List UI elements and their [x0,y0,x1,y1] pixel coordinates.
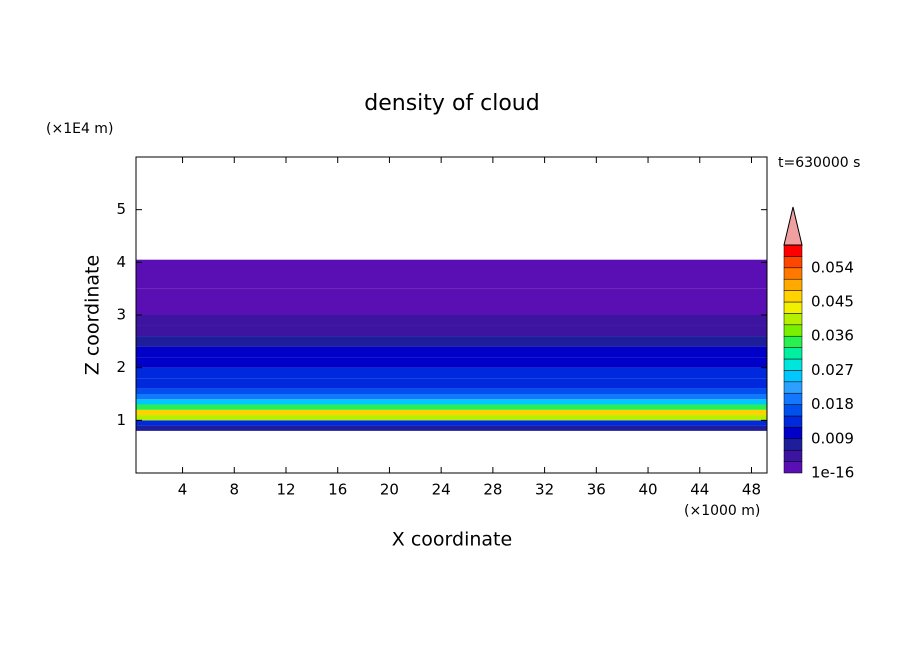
colorbar-label: 1e-16 [811,464,854,482]
colorbar-swatch [783,358,803,371]
colorbar-swatch [783,256,803,269]
x-tick-label: 4 [178,481,188,499]
contour-band [136,315,767,326]
contour-band [136,288,767,315]
colorbar-extend [783,206,803,246]
contour-band [136,336,767,347]
x-unit: (×1000 m) [684,503,760,519]
colorbar-label: 0.027 [811,361,854,379]
colorbar-swatch [783,313,803,326]
x-tick-label: 16 [328,481,347,499]
x-tick-label: 40 [638,481,657,499]
contour-band [136,325,767,337]
y-tick-label: 5 [116,200,126,218]
colorbar-swatch [783,370,803,383]
colorbar-swatch [783,392,803,405]
x-tick-label: 8 [229,481,239,499]
contour-band [136,420,767,426]
contour-band [136,357,767,368]
colorbar-swatch [783,347,803,360]
y-tick-label: 4 [116,253,126,271]
colorbar-label: 0.045 [811,293,854,311]
colorbar-label: 0.054 [811,258,854,276]
y-unit: (×1E4 m) [46,121,113,137]
x-tick-label: 36 [587,481,606,499]
colorbar-label: 0.018 [811,395,854,413]
y-tick-label: 2 [116,358,126,376]
colorbar-label: 0.036 [811,327,854,345]
colorbar-swatch [783,244,803,257]
contour-band [136,404,767,410]
x-tick-label: 32 [535,481,554,499]
colorbar-swatch [783,415,803,428]
contour-band [136,399,767,405]
x-axis-label: X coordinate [392,529,512,551]
x-tick-label: 28 [483,481,502,499]
contour-band [136,378,767,389]
x-tick-label: 20 [380,481,399,499]
colorbar-swatch [783,461,803,474]
colorbar-swatch [783,290,803,303]
colorbar-swatch [783,278,803,291]
colorbar-swatch [783,335,803,348]
x-tick-label: 48 [742,481,761,499]
colorbar-swatch [783,404,803,417]
y-tick-label: 3 [116,306,126,324]
x-tick-label: 12 [276,481,295,499]
x-tick-label: 44 [690,481,709,499]
colorbar-label: 0.009 [811,429,854,447]
colorbar-swatch [783,449,803,462]
colorbar-swatch [783,381,803,394]
contour-band [136,259,767,289]
colorbar-swatch [783,301,803,314]
colorbar-swatch [783,267,803,280]
contour-band [136,425,767,431]
contour-band [136,388,767,394]
colorbar-swatch [783,324,803,337]
y-tick-label: 1 [116,411,126,429]
colorbar-swatch [783,438,803,451]
colorbar-swatch [783,427,803,440]
contour-band [136,409,767,416]
x-tick-label: 24 [432,481,451,499]
annotation: t=630000 s [778,155,860,171]
contour-band [136,367,767,379]
contour-band [136,415,767,421]
contour-band [136,346,767,358]
y-axis-label: Z coordinate [82,255,104,375]
contour-band [136,394,767,400]
chart-title: density of cloud [364,91,539,116]
